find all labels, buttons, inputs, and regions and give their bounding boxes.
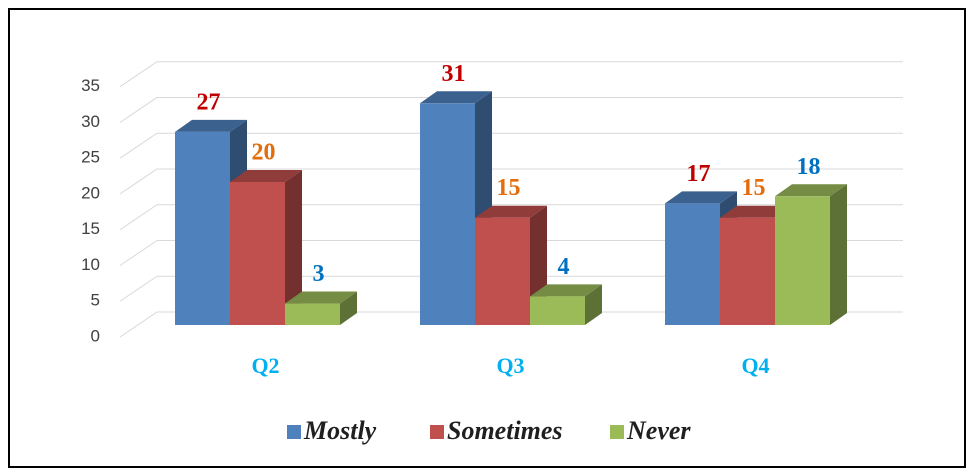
- bar-front: [230, 181, 285, 325]
- bar-front: [285, 303, 340, 325]
- bar-front: [475, 217, 530, 325]
- data-label: 4: [558, 254, 570, 280]
- bar: [530, 284, 602, 325]
- bar-top: [285, 291, 357, 304]
- legend-label: Never: [626, 416, 691, 445]
- bar: [285, 291, 357, 325]
- grid-line-side: [119, 275, 158, 302]
- y-tick-label: 15: [81, 219, 100, 238]
- bar: [775, 184, 847, 325]
- bar-top: [775, 184, 847, 197]
- x-tick-label: Q4: [741, 353, 769, 378]
- bar-front: [420, 103, 475, 325]
- y-tick-label: 30: [81, 112, 100, 131]
- bar-front: [175, 131, 230, 325]
- data-label: 3: [313, 261, 325, 287]
- data-label: 20: [252, 139, 276, 165]
- data-label: 15: [742, 175, 766, 201]
- bar-top: [665, 191, 737, 204]
- data-label: 15: [497, 175, 521, 201]
- bar-top: [230, 169, 302, 182]
- x-tick-label: Q2: [251, 353, 279, 378]
- bar-top: [720, 205, 792, 218]
- y-tick-label: 10: [81, 255, 100, 274]
- legend-swatch: [610, 425, 624, 439]
- bar: [475, 205, 547, 325]
- data-label: 17: [687, 161, 711, 187]
- grid-line-side: [119, 132, 158, 159]
- data-label: 27: [197, 89, 221, 115]
- grid-line-side: [119, 240, 158, 266]
- bar-top: [530, 284, 602, 297]
- y-tick-label: 20: [81, 183, 100, 202]
- bar-top: [475, 205, 547, 218]
- grid-line-side: [119, 97, 158, 123]
- legend-swatch: [287, 425, 301, 439]
- grid-line-side: [119, 311, 158, 338]
- grid-line-side: [119, 61, 158, 88]
- x-tick-label: Q3: [496, 353, 524, 378]
- bar-top: [420, 91, 492, 104]
- y-tick-label: 5: [91, 291, 100, 310]
- bar-front: [530, 296, 585, 325]
- bar-side: [830, 184, 847, 325]
- bar-side: [285, 169, 302, 325]
- legend-label: Mostly: [303, 416, 377, 445]
- bar-side: [340, 291, 357, 325]
- bar: [420, 91, 492, 325]
- bar: [230, 169, 302, 325]
- bar-top: [175, 119, 247, 132]
- bar-front: [720, 217, 775, 325]
- y-tick-label: 25: [81, 148, 100, 167]
- data-label: 18: [797, 154, 821, 180]
- data-label: 31: [442, 61, 466, 87]
- bar-front: [775, 196, 830, 325]
- y-tick-label: 0: [91, 326, 100, 345]
- y-tick-label: 35: [81, 76, 100, 95]
- legend-label: Sometimes: [447, 416, 563, 445]
- bar-front: [665, 203, 720, 325]
- grid-line-side: [119, 204, 158, 231]
- bar-side: [585, 284, 602, 325]
- legend-swatch: [430, 425, 444, 439]
- grid-line-side: [119, 168, 158, 195]
